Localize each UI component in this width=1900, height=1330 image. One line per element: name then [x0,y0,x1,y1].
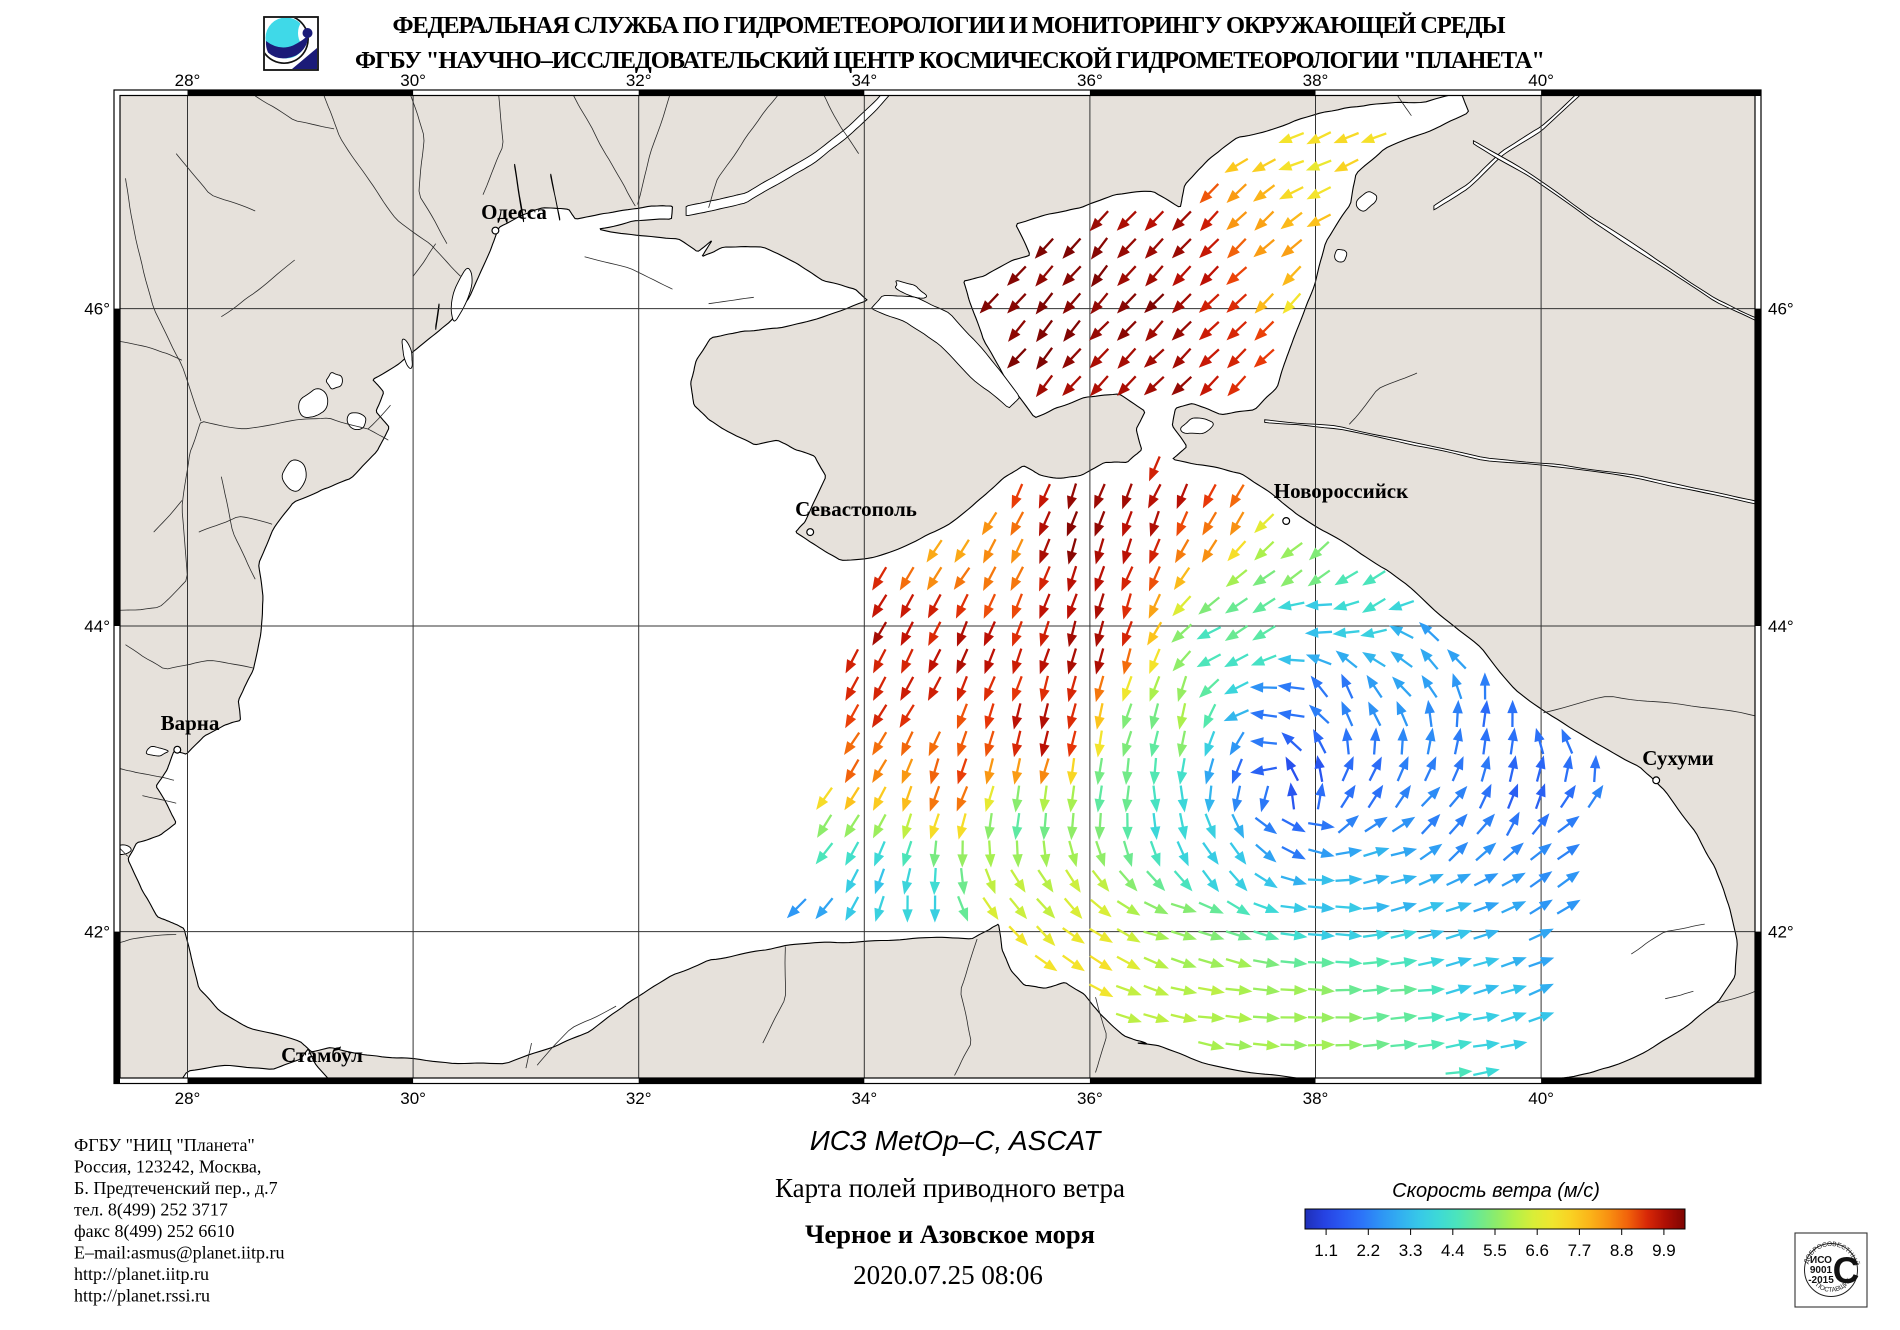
svg-text:9.9: 9.9 [1652,1241,1676,1260]
svg-text:Сухуми: Сухуми [1642,746,1713,770]
svg-text:6.6: 6.6 [1525,1241,1549,1260]
svg-text:http://planet.rssi.ru: http://planet.rssi.ru [74,1286,210,1306]
svg-text:28°: 28° [175,71,201,90]
svg-text:7.7: 7.7 [1568,1241,1592,1260]
svg-text:1.1: 1.1 [1314,1241,1338,1260]
svg-text:30°: 30° [400,71,426,90]
svg-text:-2015: -2015 [1808,1275,1834,1286]
svg-text:46°: 46° [84,300,110,319]
svg-text:ФЕДЕРАЛЬНАЯ СЛУЖБА ПО ГИДРОМЕТ: ФЕДЕРАЛЬНАЯ СЛУЖБА ПО ГИДРОМЕТЕОРОЛОГИИ … [393,11,1506,39]
svg-text:42°: 42° [1768,923,1794,942]
svg-text:40°: 40° [1528,1089,1554,1108]
svg-text:44°: 44° [84,617,110,636]
svg-text:Карта полей приводного ветра: Карта полей приводного ветра [775,1173,1125,1203]
svg-text:ИСЗ MetOp–C, ASCAT: ИСЗ MetOp–C, ASCAT [810,1125,1102,1156]
svg-text:34°: 34° [851,71,877,90]
svg-text:44°: 44° [1768,617,1794,636]
svg-text:Черное и Азовское моря: Черное и Азовское моря [805,1219,1095,1249]
svg-text:Скорость ветра (м/с): Скорость ветра (м/с) [1392,1180,1600,1202]
svg-text:9001: 9001 [1810,1265,1833,1276]
svg-text:32°: 32° [626,71,652,90]
svg-text:3.3: 3.3 [1399,1241,1423,1260]
svg-text:46°: 46° [1768,300,1794,319]
svg-text:8.8: 8.8 [1610,1241,1634,1260]
svg-text:E–mail:asmus@planet.iitp.ru: E–mail:asmus@planet.iitp.ru [74,1243,285,1263]
svg-text:40°: 40° [1528,71,1554,90]
svg-text:Б. Предтеченский пер., д.7: Б. Предтеченский пер., д.7 [74,1178,278,1198]
svg-text:42°: 42° [84,923,110,942]
svg-text:2.2: 2.2 [1356,1241,1380,1260]
svg-text:36°: 36° [1077,1089,1103,1108]
svg-text:C: C [1833,1250,1860,1291]
svg-text:Россия, 123242, Москва,: Россия, 123242, Москва, [74,1157,261,1177]
svg-text:30°: 30° [400,1089,426,1108]
svg-text:34°: 34° [851,1089,877,1108]
svg-text:32°: 32° [626,1089,652,1108]
svg-text:факс 8(499) 252 6610: факс 8(499) 252 6610 [74,1221,234,1242]
svg-text:Варна: Варна [161,711,220,735]
svg-text:36°: 36° [1077,71,1103,90]
svg-text:тел. 8(499) 252 3717: тел. 8(499) 252 3717 [74,1200,228,1221]
svg-text:Новороссийск: Новороссийск [1274,479,1409,503]
svg-text:38°: 38° [1303,1089,1329,1108]
svg-text:4.4: 4.4 [1441,1241,1465,1260]
svg-text:http://planet.iitp.ru: http://planet.iitp.ru [74,1264,209,1284]
svg-text:ФГБУ "НАУЧНО–ИССЛЕДОВАТЕЛЬСКИЙ: ФГБУ "НАУЧНО–ИССЛЕДОВАТЕЛЬСКИЙ ЦЕНТР КОС… [355,46,1545,74]
svg-text:ФГБУ "НИЦ "Планета": ФГБУ "НИЦ "Планета" [74,1135,255,1155]
svg-text:Одесса: Одесса [481,200,547,224]
svg-text:2020.07.25 08:06: 2020.07.25 08:06 [853,1260,1043,1290]
svg-text:38°: 38° [1303,71,1329,90]
svg-text:Стамбул: Стамбул [281,1043,363,1067]
svg-text:Севастополь: Севастополь [795,497,917,521]
svg-text:5.5: 5.5 [1483,1241,1507,1260]
svg-text:28°: 28° [175,1089,201,1108]
svg-text:ИСО: ИСО [1810,1255,1832,1266]
